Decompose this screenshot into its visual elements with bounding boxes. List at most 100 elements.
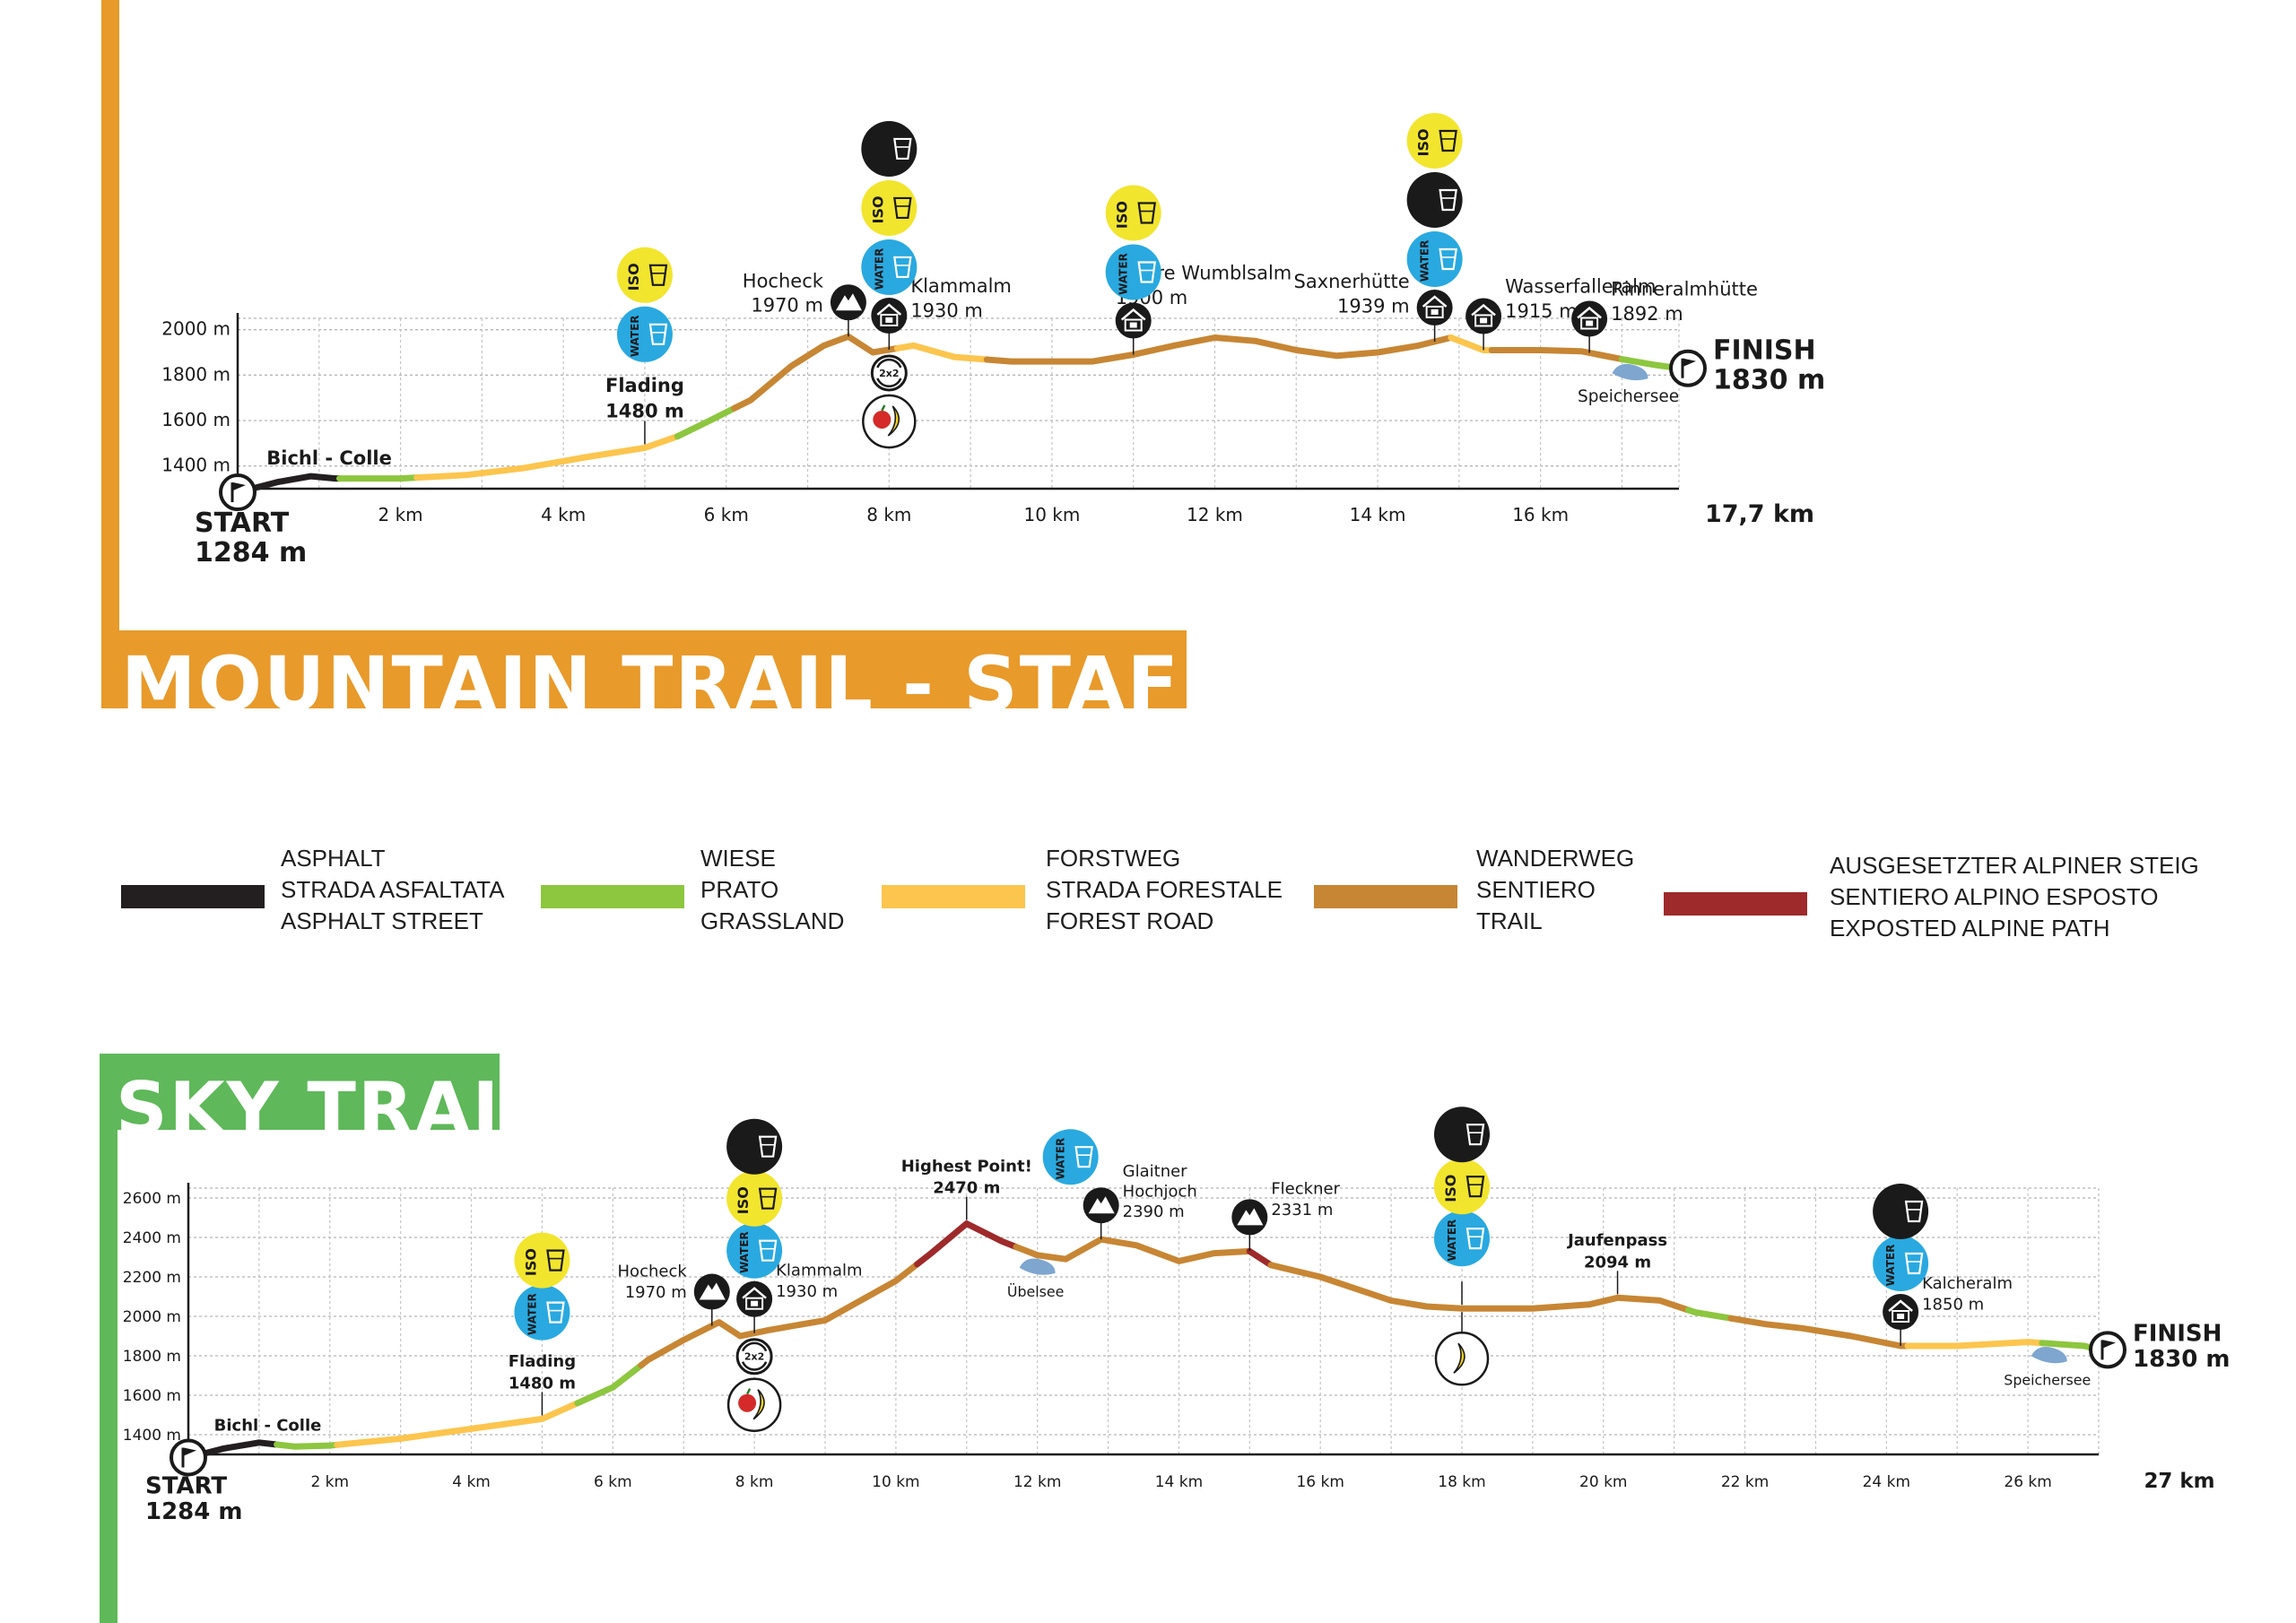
mountain-title: MOUNTAIN TRAIL - STAFFEL [121,640,1187,708]
waypoint-name: Saxnerhütte [1293,271,1409,292]
iso-icon [1406,112,1463,169]
legend-line: TRAIL [1476,907,1543,934]
cup-icon [546,1301,565,1324]
iso-icon [514,1232,570,1289]
iso-icon [1105,185,1161,241]
x-tick-label: 8 km [866,504,911,525]
waypoint-name: Klammalm [910,275,1012,297]
profile-segment-grassland [274,1441,341,1450]
relay-icon [735,1338,773,1376]
water-icon-label: WATER [1055,1138,1067,1180]
waypoint: Klammalm 1930 m WATER ISO COLA 2x2 [726,1118,863,1432]
x-tick-label: 2 km [310,1473,349,1491]
sky-title: SKY TRAIL [116,1067,500,1131]
start-flag-icon [219,473,257,512]
hut-roof [1471,303,1496,317]
legend-line: GRASSLAND [700,907,845,934]
y-tick-label: 1800 m [123,1348,181,1366]
iso-icon [726,1170,783,1227]
x-tick-label: 2 km [378,504,423,525]
y-tick-label: 1800 m [161,363,230,385]
iso-icon-label: ISO [1442,1175,1459,1202]
finish-label: FINISH [2133,1320,2222,1347]
iso-icon [861,179,918,236]
profile-segment-trail [1488,347,1625,363]
hut-roof [876,303,902,316]
x-tick-label: 14 km [1350,504,1406,525]
profile-segment-trail [1267,1262,1692,1314]
waypoint-name: Hocheck [743,270,824,291]
waypoint: Hocheck 1970 m [743,270,866,337]
cola-icon-label: COLA [869,128,886,172]
profile-segment-grassland [336,474,421,482]
waypoint-elevation: 1480 m [605,400,684,421]
x-tick-label: 24 km [1863,1473,1910,1491]
start-label: START [195,508,290,539]
cup-icon [758,1187,778,1210]
iso-icon [616,247,673,303]
cola-icon-label: COLA [1442,1115,1459,1159]
y-tick-label: 2600 m [123,1190,181,1208]
iso-icon-label: ISO [1114,201,1131,229]
start-elevation: 1284 m [145,1498,243,1525]
water-icon-label: WATER [738,1231,751,1273]
waypoint: Kalcheralm 1850 m WATER COLA [1873,1184,2013,1346]
start-elevation: 1284 m [195,537,307,568]
waypoint: Jaufenpass 2094 m [1566,1231,1667,1295]
flag-cloth [233,482,246,491]
profile-segment-grassland [1684,1306,1735,1322]
waypoint-name: Flading [605,375,684,396]
iso-icon-label: ISO [869,195,886,223]
legend-line: STRADA FORESTALE [1046,876,1283,903]
y-tick-label: 2200 m [123,1269,181,1287]
waypoint-elevation: 1850 m [1922,1295,1984,1314]
legend-swatch-asphalt [121,885,265,908]
water-icon-label: WATER [526,1293,538,1335]
waypoint-elevation: 1892 m [1611,303,1683,325]
iso-icon-label: ISO [1415,128,1432,156]
waypoint-elevation: 2094 m [1584,1253,1651,1271]
cup-icon [758,1239,778,1262]
waypoint-name: Fleckner [1271,1179,1340,1198]
relay-icon-label: 2x2 [744,1351,764,1363]
banana-icon [887,405,900,437]
banana-icon [752,1389,765,1420]
lake-shape [1019,1258,1056,1275]
cola-icon [726,1118,783,1175]
iso-icon-label: ISO [522,1248,539,1276]
relay-arrow-bottom [876,378,902,387]
cup-icon [1137,202,1156,224]
x-tick-label: 8 km [735,1473,774,1491]
cup-icon [893,137,912,161]
waypoint: Wasserfalleralm 1915 m [1465,275,1656,351]
hut-window [1129,322,1137,328]
legend-line: FOREST ROAD [1046,907,1214,934]
finish-flag-icon [2089,1331,2126,1369]
x-tick-label: 16 km [1512,504,1569,525]
flag-cloth [2103,1340,2116,1349]
water-icon [1406,230,1463,287]
x-tick-label: 4 km [541,504,586,525]
relay-arrow-bottom [741,1361,768,1371]
waypoint: Rinneralmhütte 1892 m [1571,279,1758,353]
profile-segment-trail [983,334,1455,365]
hut-body [745,1297,764,1310]
cup-icon [1439,129,1457,152]
y-tick-label: 2000 m [123,1308,181,1326]
x-tick-label: 4 km [452,1473,491,1491]
profile-segment-alpine [914,1220,1020,1268]
finish-elevation: 1830 m [2133,1346,2231,1373]
water-icon-label: WATER [1884,1245,1897,1287]
cup-icon [1439,247,1457,271]
legend-line: FORSTWEG [1046,845,1181,872]
waypoint-name: Rinneralmhütte [1611,279,1758,300]
waypoint: Fleckner 2331 m [1231,1179,1341,1252]
profile-segment-forest_road [334,1400,581,1448]
profile-segment-forest_road [893,342,990,363]
mountain-title-banner: MOUNTAIN TRAIL - STAFFEL [101,630,1187,708]
iso-icon [1434,1159,1490,1215]
cola-icon-label: COLA [1415,179,1432,223]
start-flag-icon [170,1438,207,1477]
